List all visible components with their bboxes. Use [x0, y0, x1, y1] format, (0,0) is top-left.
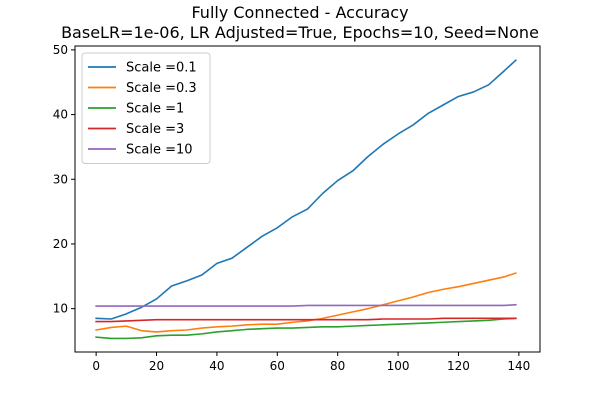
series-line-3	[95, 317, 517, 340]
series-line-5	[95, 303, 517, 307]
x-tick-label: 140	[507, 359, 530, 373]
series-line-4	[95, 317, 517, 323]
y-tick-label: 50	[53, 43, 68, 57]
legend-label: Scale =1	[126, 102, 184, 117]
legend-label: Scale =0.3	[126, 81, 197, 96]
x-tick-label: 60	[270, 359, 285, 373]
x-tick-label: 20	[149, 359, 164, 373]
x-tick-label: 40	[209, 359, 224, 373]
plot-frame	[74, 45, 541, 353]
y-tick-label: 40	[53, 108, 68, 122]
y-tick-label: 30	[53, 172, 68, 186]
chart-title: Fully Connected - Accuracy	[191, 3, 409, 22]
y-tick-label: 10	[53, 302, 68, 316]
x-tick-label: 0	[92, 359, 100, 373]
chart-subtitle: BaseLR=1e-06, LR Adjusted=True, Epochs=1…	[61, 23, 539, 42]
y-tick-label: 20	[53, 237, 68, 251]
legend-label: Scale =0.1	[126, 61, 197, 76]
legend: Scale =0.1 Scale =0.3 Scale =1 Scale =3 Scal…	[81, 52, 211, 164]
legend-box	[81, 52, 211, 164]
legend-label: Scale =3	[126, 122, 184, 137]
x-tick-label: 120	[447, 359, 470, 373]
series-line-1	[95, 59, 517, 320]
axes-layer: 0 20 40 60 80 100 120 140 10 20 30 40 50	[53, 43, 541, 373]
x-tick-label: 100	[387, 359, 410, 373]
x-tick-label: 80	[330, 359, 345, 373]
series-layer	[95, 59, 517, 340]
legend-label: Scale =10	[126, 143, 193, 158]
series-line-2	[95, 272, 517, 333]
